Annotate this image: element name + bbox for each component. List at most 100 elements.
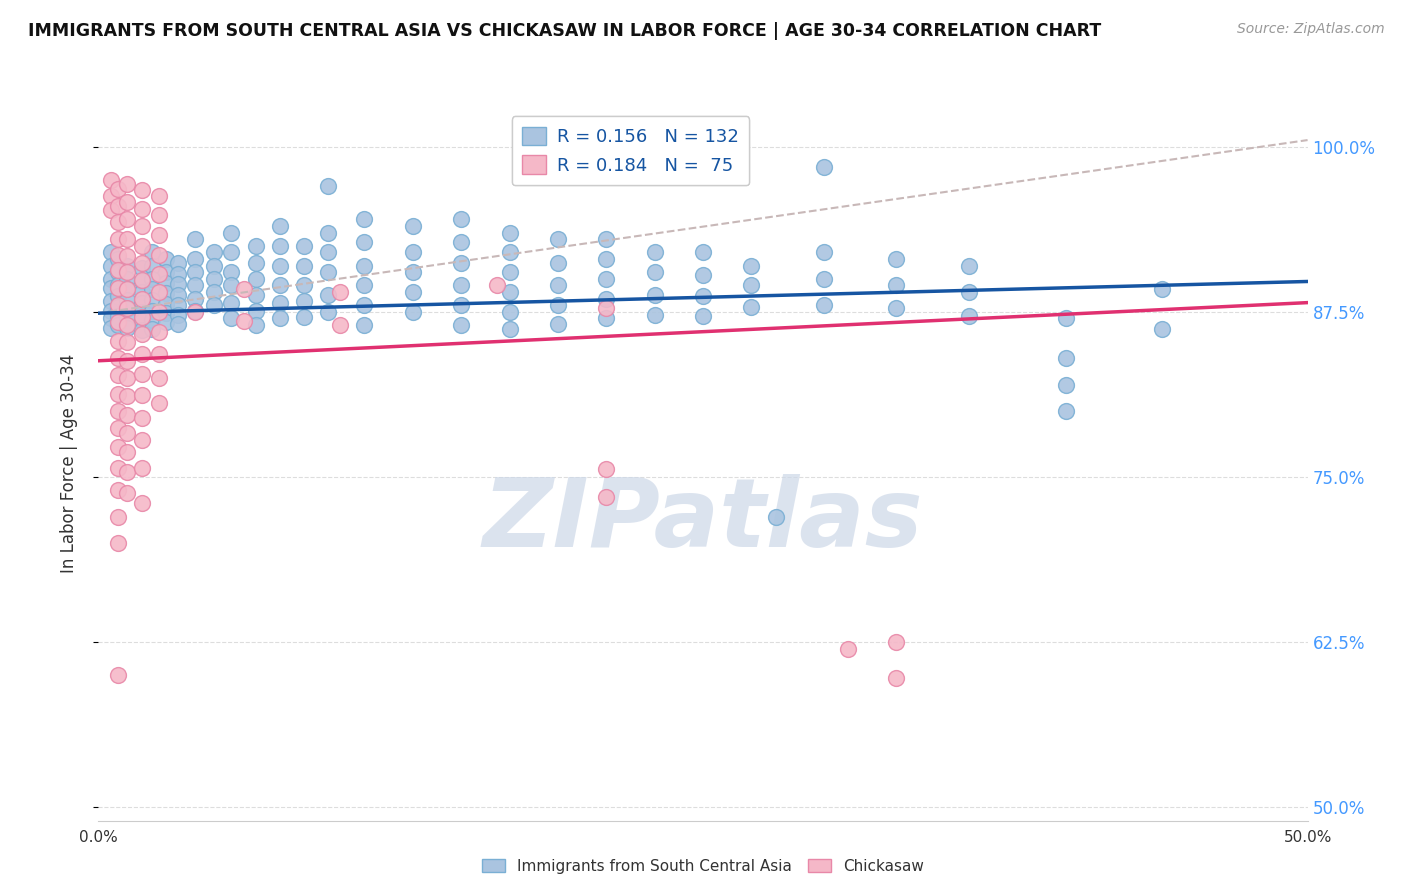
Point <box>886 252 908 266</box>
Point <box>117 311 139 326</box>
Point <box>221 311 243 326</box>
Point <box>813 245 835 260</box>
Point <box>221 295 243 310</box>
Point <box>184 252 207 266</box>
Point <box>167 298 190 312</box>
Point <box>232 282 254 296</box>
Point <box>117 265 139 279</box>
Point <box>498 226 520 240</box>
Point <box>117 302 139 317</box>
Point <box>131 275 153 289</box>
Point <box>1152 282 1174 296</box>
Point <box>107 315 129 329</box>
Point <box>117 445 139 459</box>
Point <box>498 305 520 319</box>
Point <box>131 460 153 475</box>
Point <box>141 303 163 318</box>
Point <box>692 289 714 303</box>
Point <box>547 256 569 270</box>
Point <box>107 668 129 682</box>
Point <box>107 460 129 475</box>
Point <box>148 396 170 410</box>
Point <box>131 261 153 276</box>
Point <box>765 509 787 524</box>
Point <box>117 486 139 500</box>
Point <box>957 309 980 323</box>
Point <box>141 245 163 260</box>
Point <box>886 278 908 293</box>
Point <box>117 318 139 332</box>
Point <box>184 292 207 306</box>
Point <box>148 305 170 319</box>
Point <box>886 635 908 649</box>
Point <box>107 509 129 524</box>
Point <box>329 318 352 332</box>
Point <box>131 323 153 337</box>
Point <box>450 298 472 312</box>
Point <box>292 294 315 309</box>
Point <box>131 327 153 342</box>
Point <box>117 465 139 479</box>
Point <box>595 272 617 286</box>
Point <box>117 249 139 263</box>
Point <box>498 265 520 279</box>
Point <box>141 259 163 273</box>
Point <box>117 335 139 350</box>
Point <box>107 265 129 279</box>
Point <box>117 177 139 191</box>
Point <box>402 265 425 279</box>
Point <box>245 272 267 286</box>
Point <box>245 287 267 301</box>
Point <box>245 318 267 332</box>
Point <box>148 188 170 202</box>
Point <box>107 300 129 314</box>
Point <box>141 272 163 286</box>
Point <box>269 295 291 310</box>
Point <box>100 303 122 318</box>
Point <box>813 160 835 174</box>
Point <box>269 259 291 273</box>
Point <box>155 276 177 290</box>
Point <box>450 235 472 249</box>
Point <box>107 252 129 266</box>
Point <box>245 256 267 270</box>
Point <box>100 320 122 334</box>
Point <box>107 262 129 277</box>
Point <box>221 278 243 293</box>
Point <box>117 195 139 210</box>
Point <box>167 277 190 292</box>
Point <box>740 259 762 273</box>
Point <box>107 368 129 383</box>
Point <box>148 371 170 385</box>
Y-axis label: In Labor Force | Age 30-34: In Labor Force | Age 30-34 <box>59 354 77 574</box>
Point <box>117 259 139 273</box>
Point <box>547 317 569 331</box>
Point <box>498 245 520 260</box>
Point <box>141 322 163 336</box>
Point <box>107 278 129 293</box>
Point <box>117 301 139 315</box>
Text: ZIPatlas: ZIPatlas <box>482 475 924 567</box>
Point <box>402 285 425 299</box>
Point <box>269 239 291 253</box>
Point <box>316 265 339 279</box>
Point <box>402 245 425 260</box>
Point <box>595 462 617 476</box>
Point <box>595 292 617 306</box>
Point <box>117 282 139 296</box>
Point <box>131 410 153 425</box>
Point <box>813 298 835 312</box>
Text: Source: ZipAtlas.com: Source: ZipAtlas.com <box>1237 22 1385 37</box>
Point <box>117 426 139 441</box>
Point <box>131 496 153 510</box>
Point <box>184 232 207 246</box>
Point <box>595 252 617 266</box>
Point <box>353 212 375 227</box>
Point <box>117 408 139 422</box>
Point <box>131 367 153 381</box>
Point <box>141 293 163 307</box>
Point <box>547 298 569 312</box>
Point <box>269 311 291 326</box>
Point <box>486 278 509 293</box>
Point <box>107 199 129 213</box>
